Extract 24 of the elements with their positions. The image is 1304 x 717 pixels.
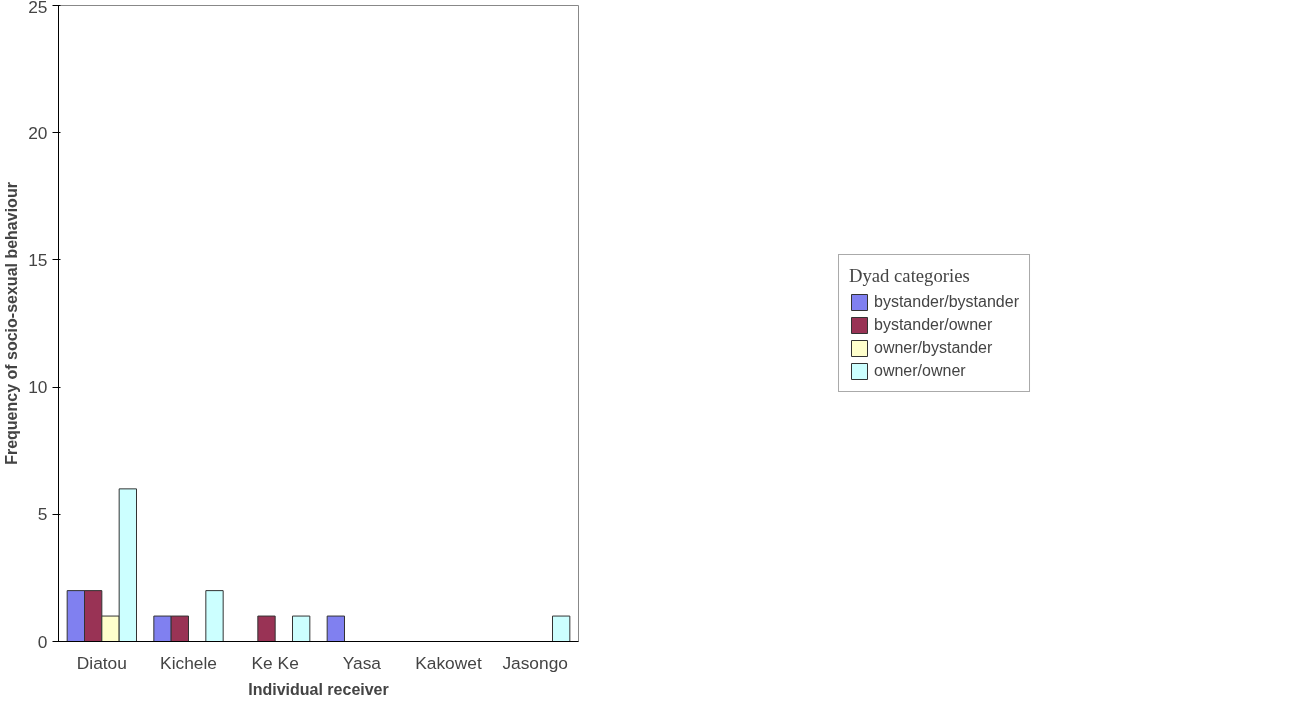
- y-tick-label: 10: [28, 377, 48, 398]
- y-axis-title: Frequency of socio-sexual behaviour: [3, 182, 21, 465]
- x-tick-label: Diatou: [76, 652, 127, 673]
- legend-title: Dyad categories: [849, 265, 971, 287]
- legend-label: bystander/bystander: [874, 293, 1019, 311]
- bar: [292, 615, 311, 642]
- x-tick-label: Ke Ke: [251, 652, 299, 673]
- bar: [205, 590, 224, 642]
- x-axis-title: Individual receiver: [248, 680, 389, 698]
- bar: [326, 615, 345, 642]
- x-tick-label: Kakowet: [415, 652, 482, 673]
- legend-label: bystander/owner: [874, 316, 993, 334]
- y-tick-label: 15: [28, 249, 48, 270]
- x-tick-label: Yasa: [342, 652, 382, 673]
- bar: [552, 615, 571, 642]
- x-tick-label: Jasongo: [502, 652, 568, 673]
- legend-label: owner/bystander: [874, 339, 993, 357]
- y-tick-label: 5: [37, 504, 48, 525]
- y-tick-label: 20: [28, 122, 48, 143]
- x-tick-label: Kichele: [160, 652, 217, 673]
- y-tick-label: 25: [28, 0, 48, 17]
- y-tick-label: 0: [37, 631, 48, 652]
- legend-label: owner/owner: [874, 362, 966, 380]
- bar: [257, 615, 276, 642]
